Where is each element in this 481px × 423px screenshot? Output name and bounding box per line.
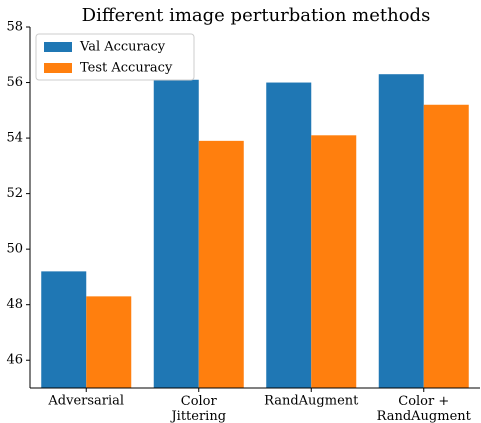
y-tick-label: 54 [6, 131, 23, 146]
bar [41, 271, 87, 388]
chart-title: Different image perturbation methods [82, 5, 431, 26]
bar [153, 79, 199, 388]
bar [423, 104, 469, 388]
y-tick-label: 48 [6, 297, 23, 312]
bar [266, 82, 312, 389]
bar [311, 135, 357, 388]
bar [198, 140, 244, 388]
x-tick-label: RandAugment [264, 394, 359, 409]
legend-label: Test Accuracy [80, 61, 173, 76]
legend-box [35, 33, 195, 81]
bar [86, 296, 132, 388]
legend-swatch [44, 63, 72, 73]
x-tick-label: Color Jittering [169, 394, 226, 423]
x-tick-label: Adversarial [47, 394, 124, 409]
y-tick-label: 56 [6, 75, 23, 90]
legend-label: Val Accuracy [79, 40, 166, 55]
bar [378, 74, 424, 388]
y-tick-label: 50 [6, 242, 23, 257]
x-tick-label: Color + RandAugment [377, 394, 472, 423]
y-tick-label: 58 [6, 20, 23, 35]
y-tick-label: 52 [6, 186, 23, 201]
legend-swatch [44, 42, 72, 52]
y-tick-label: 46 [6, 353, 23, 368]
